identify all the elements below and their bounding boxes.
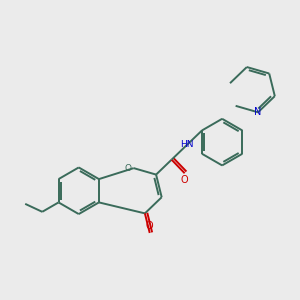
Text: N: N bbox=[254, 107, 262, 117]
Text: O: O bbox=[124, 164, 131, 172]
Text: O: O bbox=[146, 221, 154, 231]
Text: O: O bbox=[181, 175, 188, 185]
Text: HN: HN bbox=[180, 140, 194, 149]
